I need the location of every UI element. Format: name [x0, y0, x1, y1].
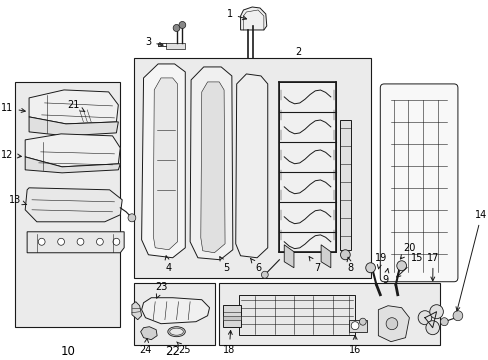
Polygon shape — [153, 78, 177, 250]
Text: 22: 22 — [165, 345, 180, 358]
Text: 7: 7 — [308, 257, 320, 273]
Text: 23: 23 — [155, 282, 167, 298]
Circle shape — [359, 318, 366, 325]
Text: 17: 17 — [426, 253, 438, 281]
Circle shape — [350, 322, 358, 330]
Polygon shape — [27, 232, 124, 253]
Circle shape — [365, 263, 375, 273]
Polygon shape — [78, 106, 95, 125]
Text: 11: 11 — [1, 103, 25, 113]
Text: 14: 14 — [455, 210, 487, 311]
Text: 25: 25 — [176, 342, 191, 355]
Bar — [165, 43, 185, 49]
Text: 12: 12 — [1, 150, 21, 160]
Bar — [279, 82, 335, 252]
Text: 6: 6 — [250, 258, 261, 273]
Text: 2: 2 — [295, 47, 301, 57]
Polygon shape — [201, 82, 224, 253]
Text: 16: 16 — [348, 336, 361, 355]
Text: 10: 10 — [61, 345, 75, 358]
Bar — [134, 58, 370, 278]
Circle shape — [179, 22, 185, 28]
Text: 18: 18 — [223, 330, 235, 355]
Circle shape — [96, 238, 103, 245]
Polygon shape — [141, 327, 157, 340]
Bar — [348, 320, 366, 332]
Polygon shape — [378, 306, 408, 342]
Ellipse shape — [169, 328, 183, 335]
Bar — [238, 295, 354, 335]
Circle shape — [77, 238, 84, 245]
Text: 3: 3 — [145, 37, 163, 47]
Polygon shape — [29, 90, 118, 124]
Bar — [219, 283, 440, 345]
Polygon shape — [284, 245, 293, 268]
Polygon shape — [25, 157, 120, 173]
Bar — [16, 82, 120, 327]
Circle shape — [429, 305, 443, 319]
Bar — [339, 120, 350, 250]
Polygon shape — [235, 74, 267, 258]
Text: 1: 1 — [226, 9, 246, 20]
Text: 15: 15 — [396, 253, 423, 277]
Circle shape — [440, 318, 447, 326]
Text: 5: 5 — [219, 257, 229, 273]
Circle shape — [425, 321, 439, 335]
Ellipse shape — [167, 327, 185, 337]
Polygon shape — [321, 245, 330, 268]
Bar — [223, 305, 240, 327]
Circle shape — [38, 238, 45, 245]
FancyBboxPatch shape — [380, 84, 457, 282]
Circle shape — [340, 250, 349, 260]
Text: 21: 21 — [67, 100, 84, 112]
Text: 20: 20 — [400, 243, 415, 259]
Text: 13: 13 — [9, 195, 27, 205]
Circle shape — [452, 311, 462, 321]
Polygon shape — [29, 117, 118, 136]
Polygon shape — [190, 67, 232, 260]
Circle shape — [261, 271, 268, 278]
Polygon shape — [240, 7, 266, 30]
Bar — [134, 283, 215, 345]
Circle shape — [386, 318, 397, 330]
Circle shape — [396, 261, 406, 271]
Circle shape — [113, 238, 120, 245]
Text: 19: 19 — [374, 253, 386, 269]
Circle shape — [417, 311, 431, 325]
Text: 9: 9 — [382, 269, 388, 285]
Text: 8: 8 — [346, 257, 353, 273]
Polygon shape — [142, 298, 209, 324]
Polygon shape — [25, 134, 120, 167]
Circle shape — [173, 24, 180, 31]
Text: 24: 24 — [140, 338, 152, 355]
Polygon shape — [25, 188, 122, 222]
Polygon shape — [132, 302, 142, 320]
Bar — [223, 316, 240, 320]
Circle shape — [128, 214, 136, 222]
Polygon shape — [142, 64, 185, 258]
Circle shape — [58, 238, 64, 245]
Text: 4: 4 — [165, 256, 172, 273]
